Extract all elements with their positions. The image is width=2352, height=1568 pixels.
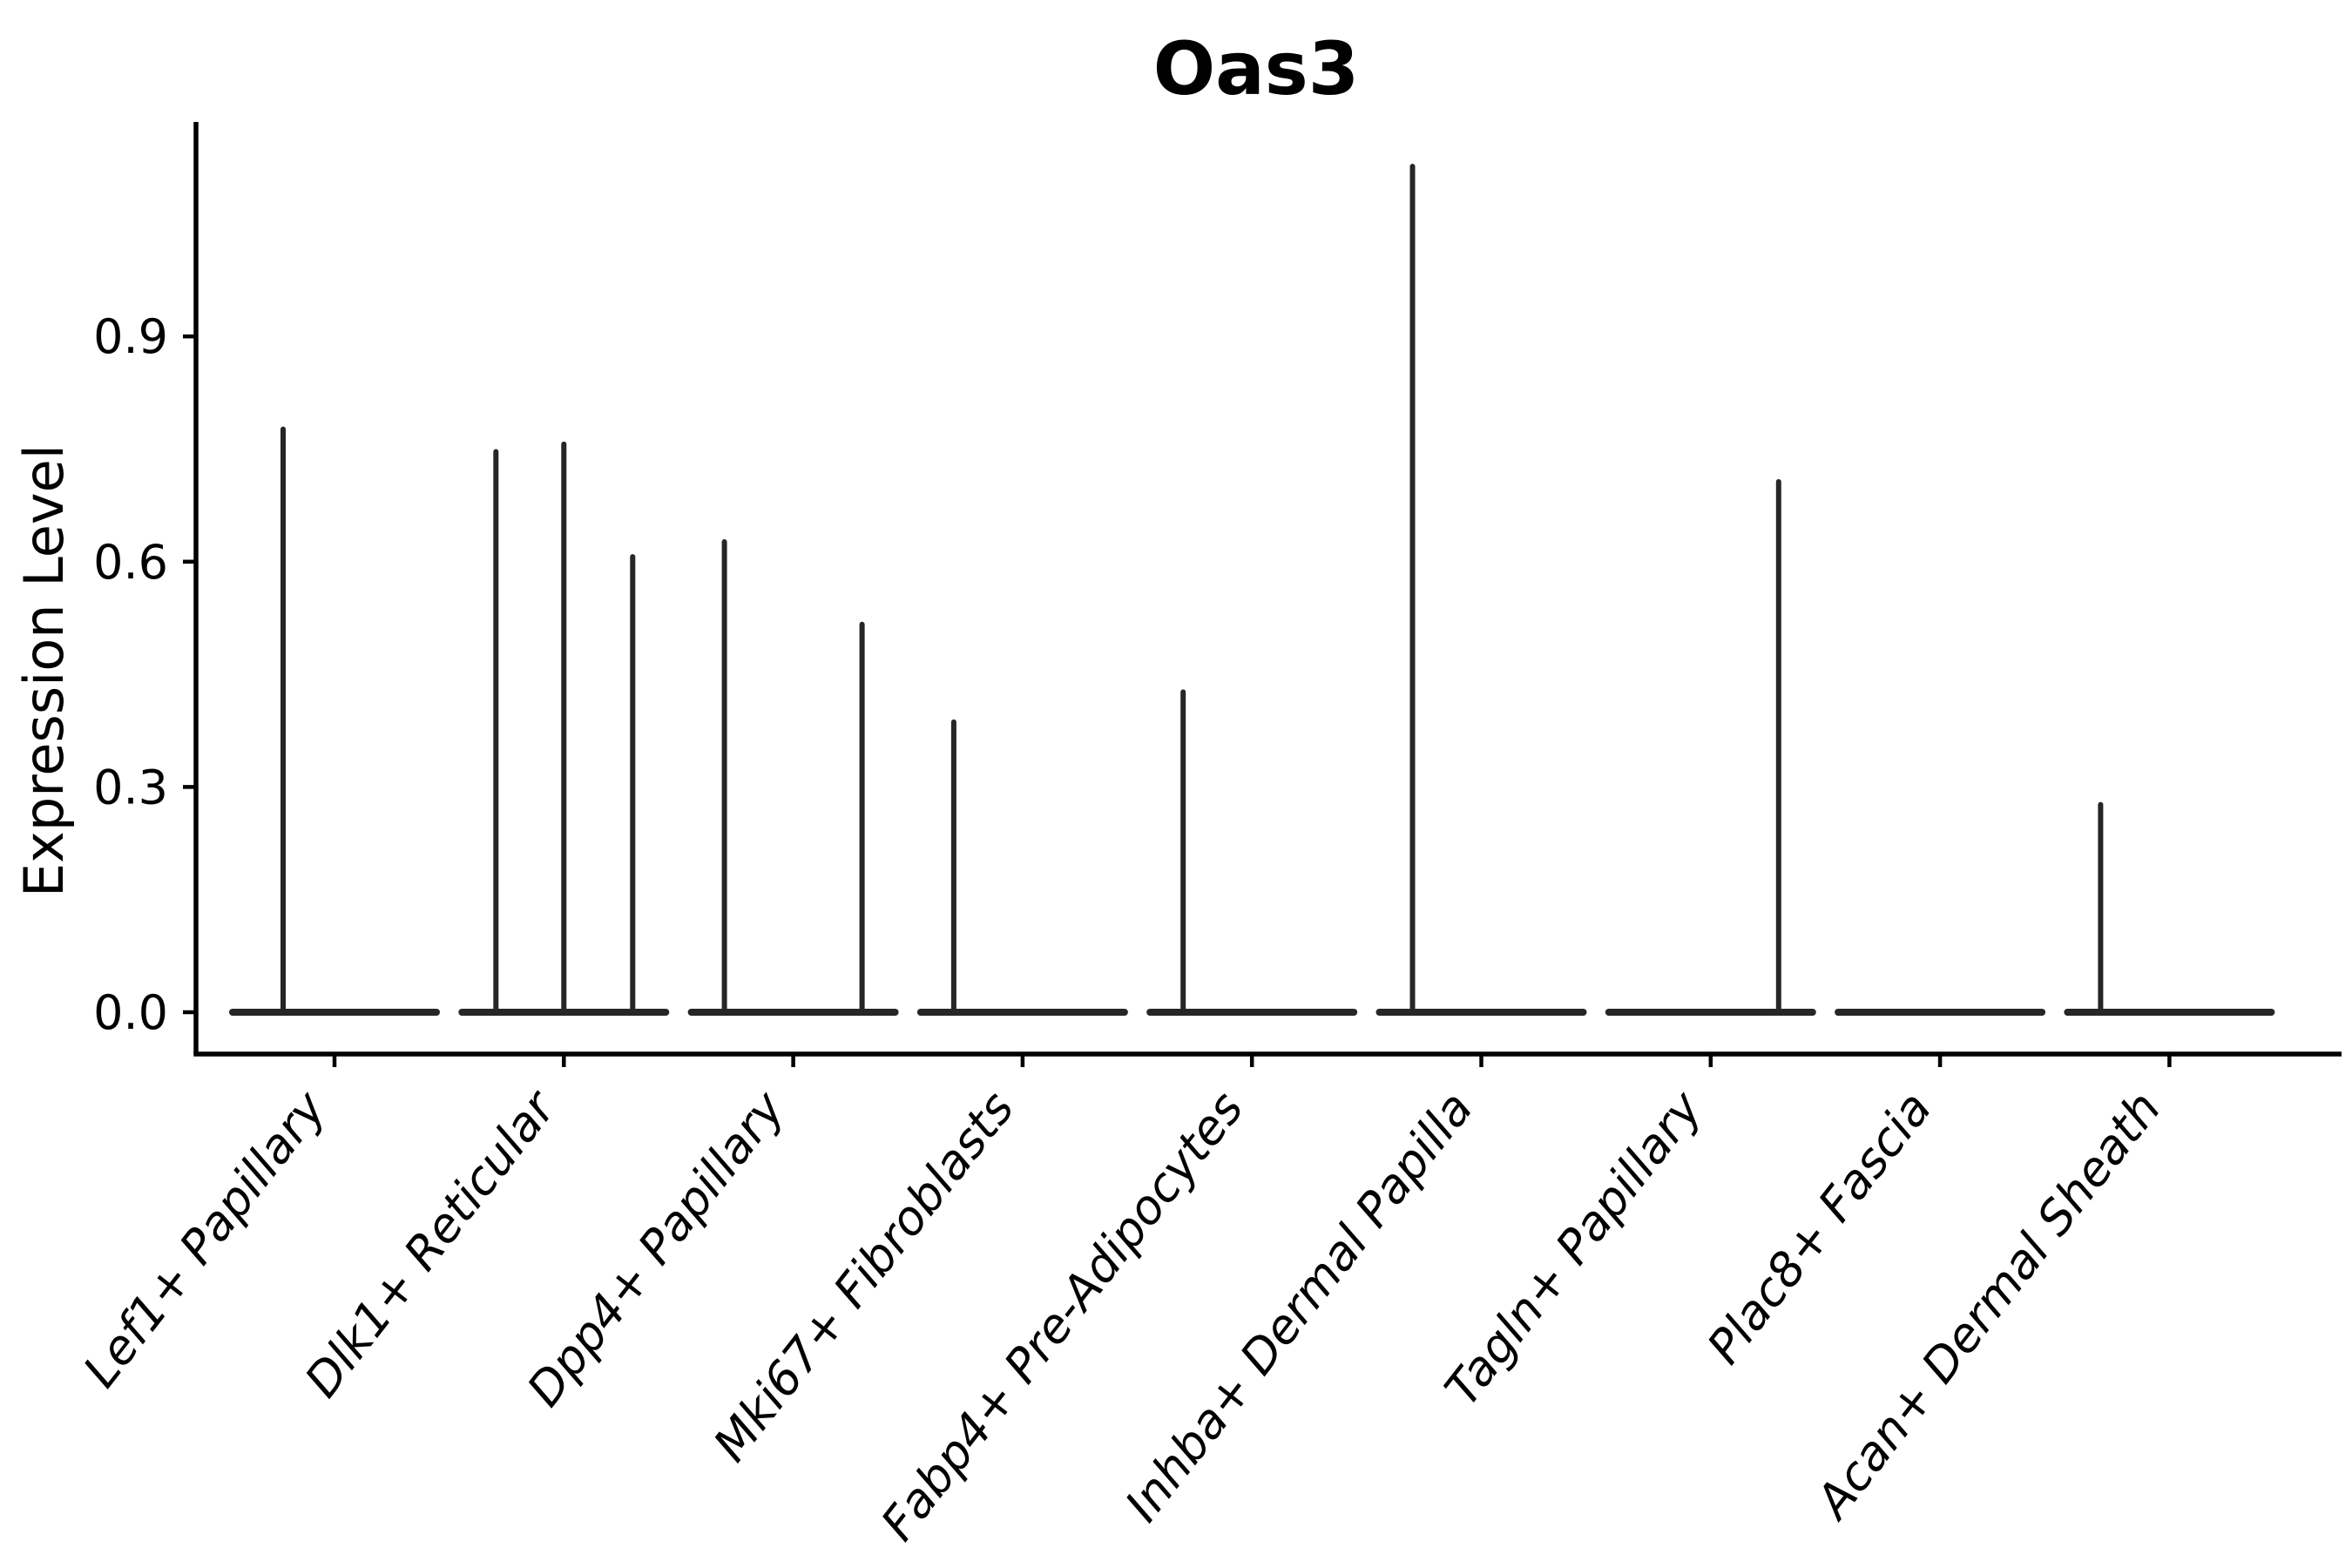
y-axis-label: Expression Level bbox=[12, 444, 76, 897]
x-tick-label: Plac8+ Fascia bbox=[1696, 1081, 1942, 1374]
y-tick-label: 0.9 bbox=[93, 309, 168, 364]
y-tick-label: 0.6 bbox=[93, 535, 168, 590]
x-tick-label: Lef1+ Papillary bbox=[72, 1080, 336, 1397]
violins bbox=[229, 163, 2275, 1016]
violin-base bbox=[229, 1009, 440, 1016]
y-axis-ticks: 0.0 0.3 0.6 0.9 bbox=[93, 309, 196, 1040]
x-tick-label: Dpp4+ Papillary bbox=[517, 1080, 796, 1416]
violin-base bbox=[916, 1009, 1128, 1016]
plot-title: Oas3 bbox=[1153, 26, 1360, 112]
y-tick-label: 0.0 bbox=[93, 985, 168, 1040]
violin-base bbox=[687, 1009, 899, 1016]
violin-base bbox=[1146, 1009, 1358, 1016]
violin-base bbox=[1835, 1009, 2046, 1016]
x-tick-label: Dlk1+ Reticular bbox=[294, 1079, 567, 1407]
violin-base bbox=[2064, 1009, 2275, 1016]
violin-base bbox=[1375, 1009, 1587, 1016]
violin-base bbox=[1605, 1009, 1816, 1016]
axes bbox=[193, 122, 2342, 1057]
y-tick-label: 0.3 bbox=[93, 760, 168, 814]
x-tick-label: Tagln+ Papillary bbox=[1434, 1080, 1713, 1416]
